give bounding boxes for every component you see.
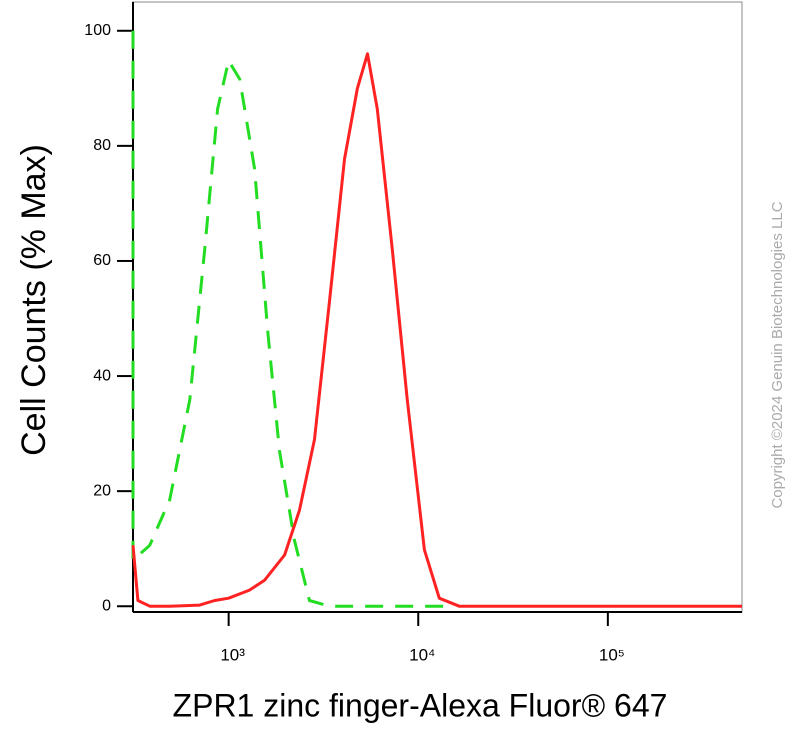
y-tick-label: 20	[93, 482, 111, 499]
y-tick-label: 0	[102, 597, 111, 614]
plot-frame	[132, 1, 743, 613]
x-tick-label: 10⁵	[599, 645, 625, 664]
y-axis-label: Cell Counts (% Max)	[15, 144, 53, 456]
x-axis-label: ZPR1 zinc finger-Alexa Fluor® 647	[173, 687, 668, 723]
y-tick-label: 80	[93, 137, 111, 154]
histogram-line	[131, 52, 742, 608]
copyright: Copyright ©2024 Genuin Biotechnologies L…	[769, 201, 786, 508]
y-tick-label: 100	[84, 22, 111, 39]
y-tick-label: 60	[93, 252, 111, 269]
histogram-line	[131, 30, 449, 608]
x-tick-label: 10³	[220, 645, 245, 664]
x-tick-label: 10⁴	[409, 645, 435, 664]
y-tick-label: 40	[93, 367, 111, 384]
